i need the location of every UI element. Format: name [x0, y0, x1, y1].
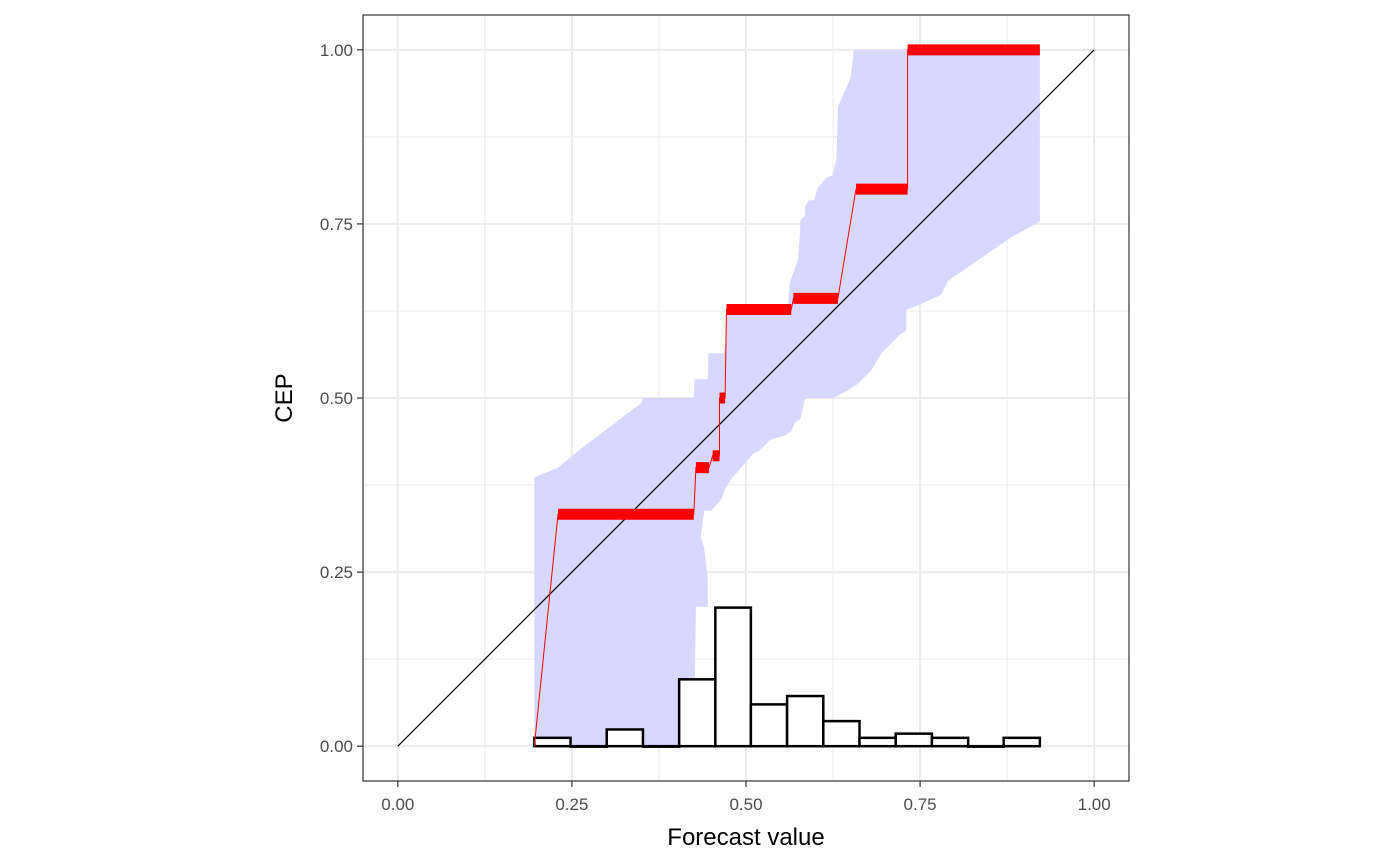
histogram-bar	[785, 694, 825, 748]
confidence-band-area	[534, 49, 1040, 747]
x-axis: 0.00 0.25 0.50 0.75 1.00	[381, 781, 1111, 814]
histogram-bar	[966, 744, 1005, 748]
cep-series	[533, 44, 1040, 747]
histogram-bar	[533, 736, 572, 748]
x-tick-label: 1.00	[1078, 795, 1111, 814]
y-tick-label: 0.75	[320, 215, 353, 234]
histogram-bar	[569, 744, 608, 748]
y-axis-title: CEP	[271, 373, 298, 422]
y-tick-label: 0.25	[320, 563, 353, 582]
confidence-band	[534, 49, 1040, 747]
y-tick-label: 1.00	[320, 41, 353, 60]
histogram-bar	[1002, 736, 1042, 748]
histogram-bar	[641, 744, 681, 748]
y-tick-label: 0.00	[320, 737, 353, 756]
histogram-bar	[858, 736, 897, 748]
histogram-bar	[930, 736, 970, 748]
histogram-bar	[822, 719, 861, 748]
histogram-bar	[714, 606, 753, 748]
y-axis: 0.00 0.25 0.50 0.75 1.00	[320, 41, 363, 756]
x-axis-title: Forecast value	[667, 824, 824, 851]
diagonal-reference	[397, 49, 1095, 747]
x-tick-label: 0.50	[729, 795, 762, 814]
x-tick-label: 0.25	[555, 795, 588, 814]
diagonal-line	[397, 49, 1095, 747]
histogram-bar	[749, 703, 789, 748]
histogram-bar	[605, 728, 645, 748]
x-tick-label: 0.00	[381, 795, 414, 814]
histogram	[533, 606, 1042, 748]
histogram-bar	[677, 678, 717, 748]
y-tick-label: 0.50	[320, 389, 353, 408]
histogram-bar	[894, 732, 934, 748]
x-tick-label: 0.75	[904, 795, 937, 814]
